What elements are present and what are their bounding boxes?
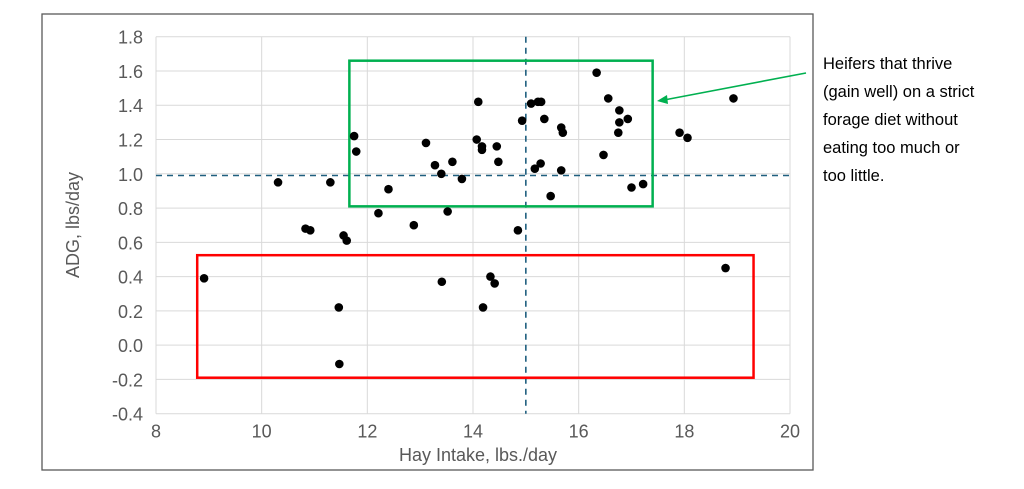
data-point (342, 236, 352, 245)
data-point (351, 147, 361, 156)
reference-lines (156, 36, 790, 414)
data-point (721, 263, 730, 273)
data-point (517, 116, 527, 125)
data-point (486, 272, 495, 281)
data-point (421, 138, 431, 148)
data-point (683, 133, 692, 143)
data-point (335, 359, 344, 369)
data-point (472, 135, 481, 144)
highlight-boxes (195, 59, 755, 379)
data-point (448, 157, 457, 167)
y-tick-label: 1.2 (118, 131, 143, 151)
y-tick-label: -0.4 (112, 405, 143, 425)
data-point (326, 178, 335, 187)
y-tick-label: 0.8 (118, 199, 143, 219)
data-point (546, 191, 555, 201)
data-point (334, 303, 344, 312)
x-axis-title: Hay Intake, lbs./day (399, 445, 557, 465)
data-point (558, 128, 568, 137)
data-point (273, 178, 283, 187)
low-gain-box (195, 253, 755, 379)
annotation-line: eating too much or (823, 139, 960, 157)
gridlines (155, 36, 791, 415)
data-point (638, 179, 648, 189)
y-tick-label: 1.0 (118, 165, 143, 185)
arrow-head-icon (657, 95, 668, 104)
data-point (675, 128, 684, 137)
y-tick-label: 1.6 (118, 62, 143, 82)
data-point (599, 150, 608, 160)
x-tick-labels: 8 10 12 14 16 18 20 (151, 422, 800, 442)
data-point (492, 142, 502, 151)
y-tick-label: 1.4 (118, 96, 143, 116)
y-tick-label: 0.0 (118, 336, 143, 356)
data-point (384, 184, 393, 194)
data-point (494, 157, 503, 167)
annotation-line: (gain well) on a strict (823, 83, 975, 101)
data-point (349, 131, 359, 141)
y-axis-title: ADG, lbs/day (63, 172, 83, 278)
data-points (199, 68, 738, 369)
y-tick-label: 1.8 (118, 28, 143, 48)
data-point (530, 164, 540, 173)
x-tick-label: 14 (463, 422, 483, 442)
data-point (615, 106, 624, 115)
data-point (473, 97, 483, 107)
y-tick-labels: -0.4 -0.2 0.0 0.2 0.4 0.6 0.8 1.0 1.2 1.4 1.6 1.8 (112, 28, 143, 425)
data-point (199, 274, 209, 283)
data-point (729, 94, 738, 103)
data-point (592, 68, 601, 77)
annotation-line: forage diet without (823, 111, 958, 129)
data-point (615, 118, 624, 127)
data-point (540, 114, 549, 124)
thrive-box (348, 59, 654, 208)
data-point (305, 226, 315, 235)
data-point (556, 166, 566, 175)
annotation-line: Heifers that thrive (823, 55, 953, 73)
y-tick-label: 0.2 (118, 302, 143, 322)
data-point (536, 159, 545, 168)
data-point (437, 277, 447, 287)
data-point (457, 174, 467, 184)
data-point (443, 207, 452, 216)
x-tick-label: 10 (252, 422, 272, 442)
annotation-line: too little. (823, 167, 885, 185)
data-point (477, 145, 487, 155)
data-point (409, 220, 419, 230)
data-point (627, 183, 636, 192)
annotation-text: Heifers that thrive (gain well) on a str… (823, 50, 1023, 190)
x-tick-label: 12 (357, 422, 377, 442)
data-point (623, 114, 633, 124)
y-tick-label: 0.4 (118, 268, 143, 288)
data-point (526, 99, 536, 108)
data-point (430, 160, 440, 170)
data-point (437, 169, 446, 179)
x-tick-label: 18 (674, 422, 694, 442)
x-tick-label: 16 (569, 422, 589, 442)
arrow-line (663, 72, 807, 101)
annotation-arrow (657, 72, 807, 104)
x-tick-label: 8 (151, 422, 161, 442)
data-point (613, 128, 623, 137)
data-point (603, 94, 613, 103)
data-point (478, 303, 488, 312)
data-point (374, 208, 383, 218)
y-tick-label: -0.2 (112, 370, 143, 390)
data-point (490, 279, 499, 288)
y-tick-label: 0.6 (118, 233, 143, 253)
x-tick-label: 20 (780, 422, 800, 442)
data-point (513, 226, 523, 235)
data-point (536, 97, 546, 107)
